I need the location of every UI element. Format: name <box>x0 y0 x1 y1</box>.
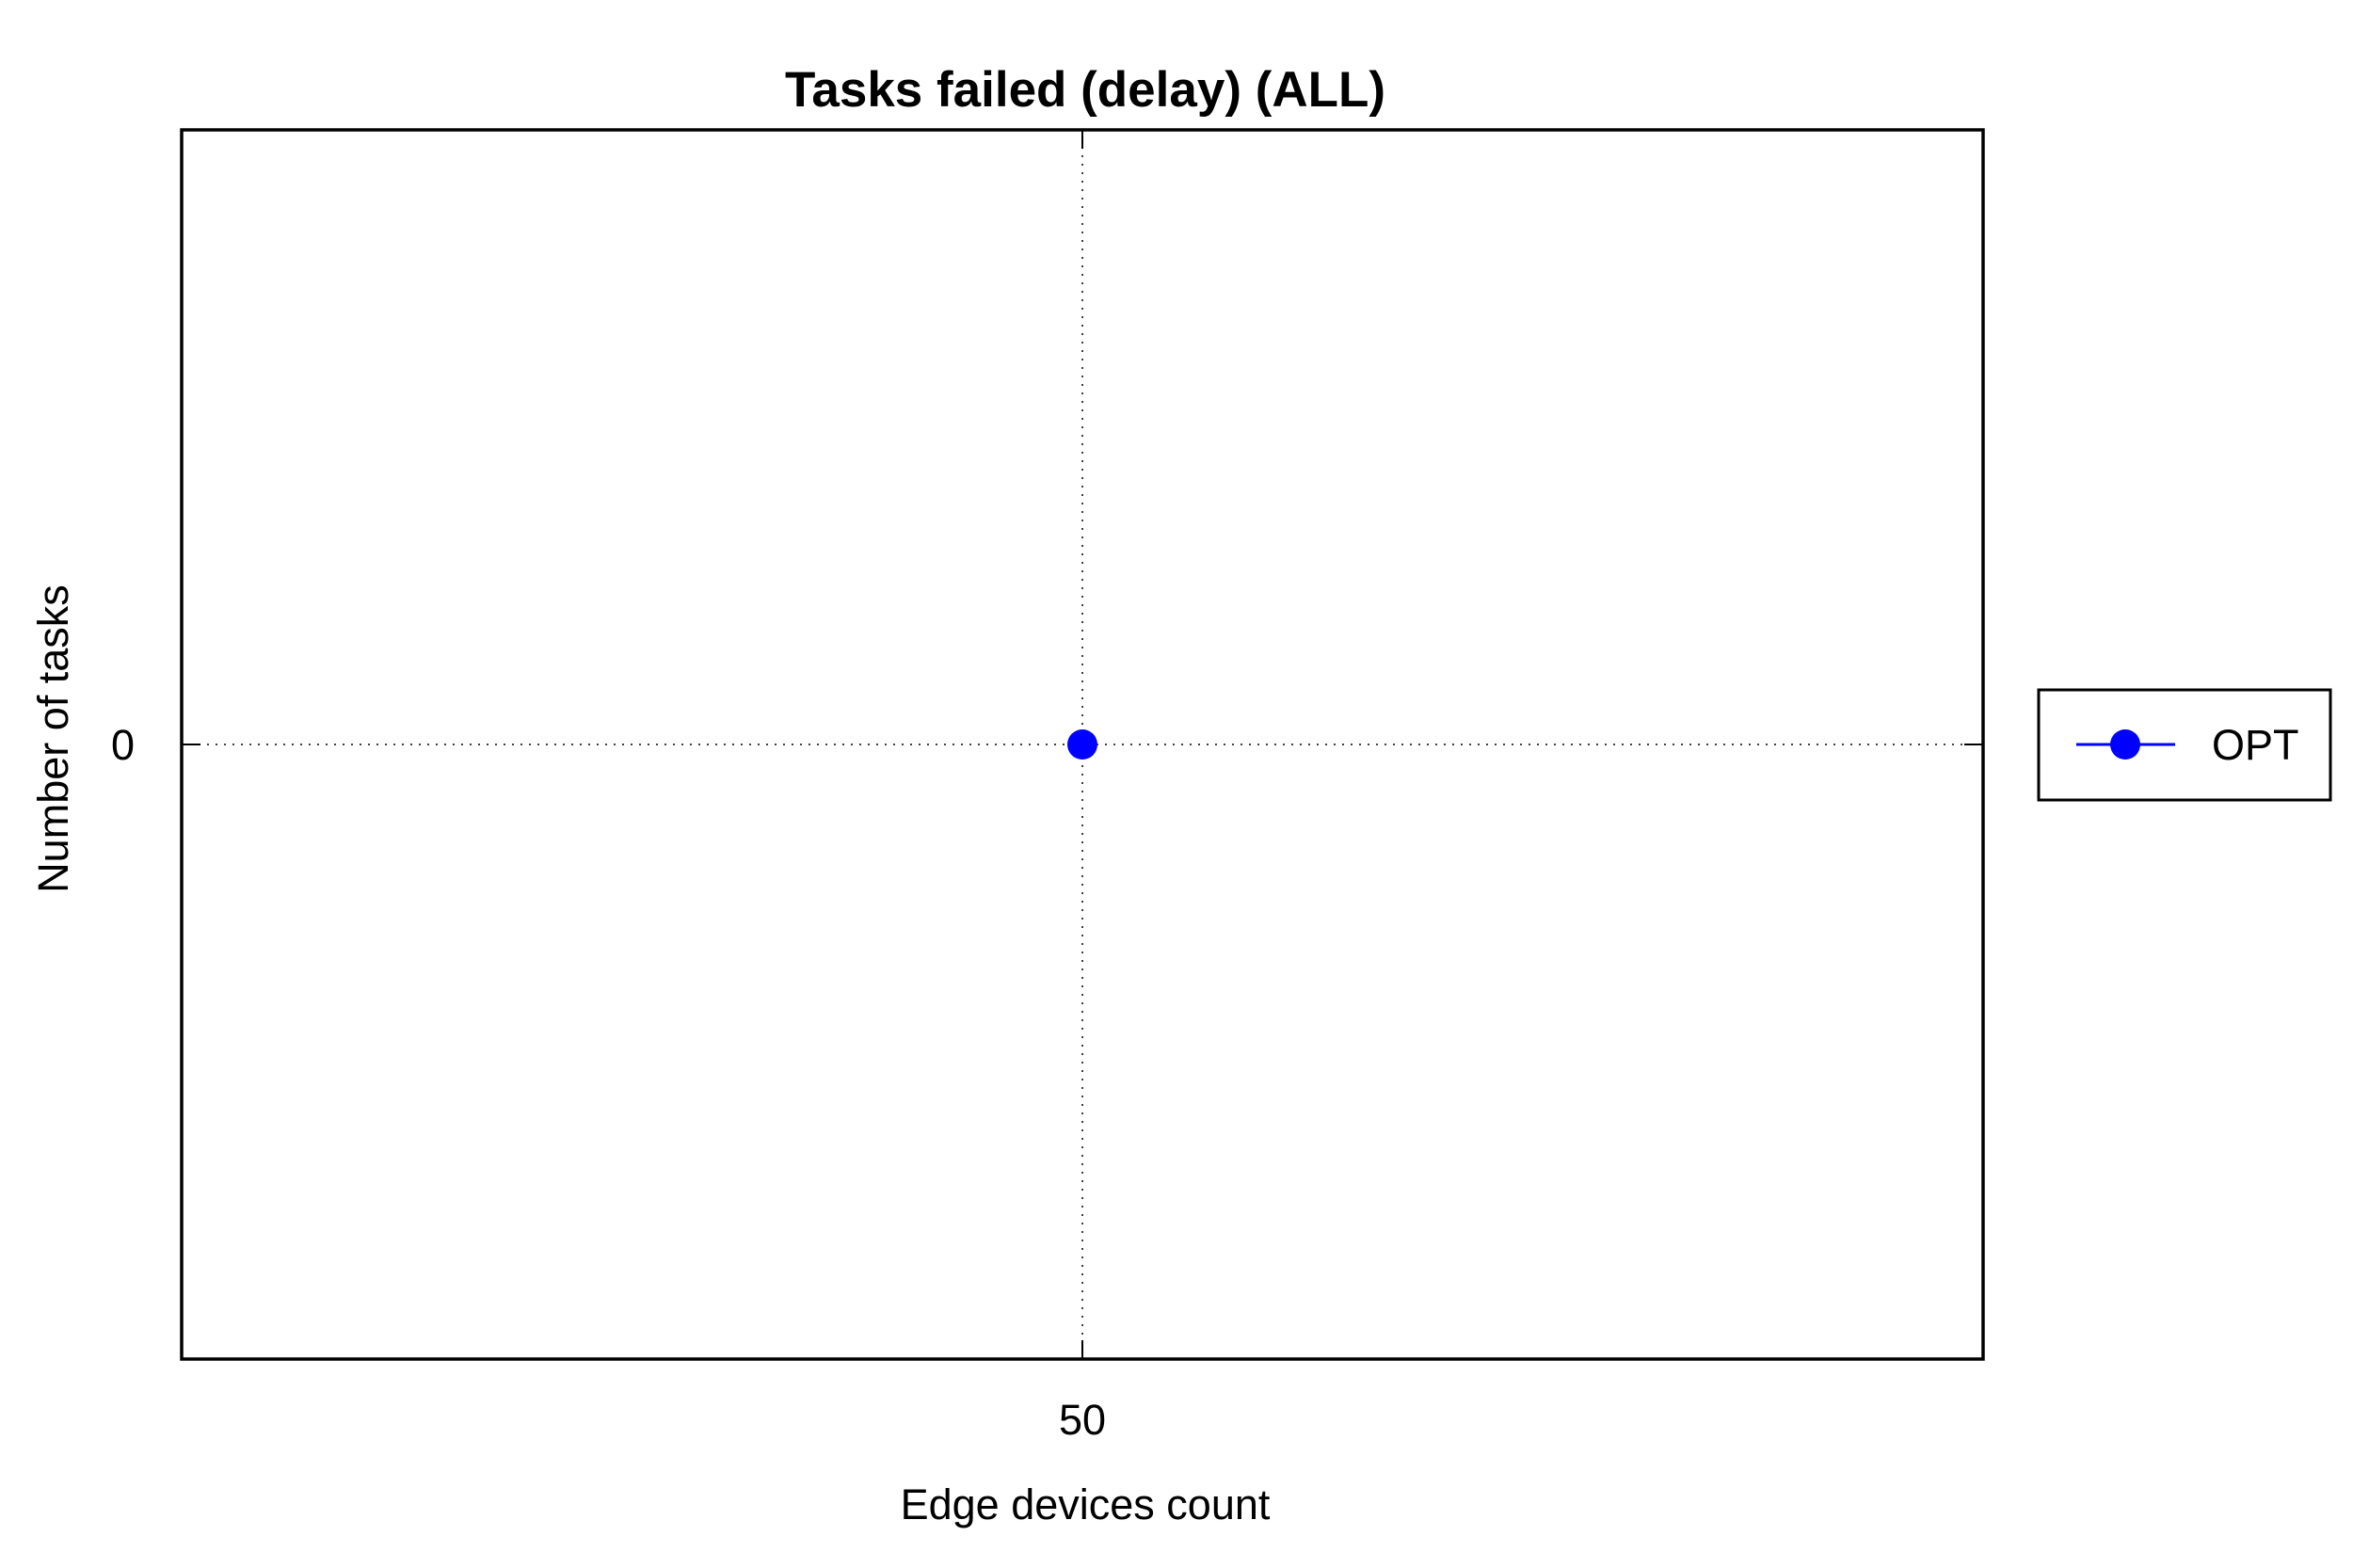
x-tick-label: 50 <box>1059 1396 1106 1444</box>
legend-label: OPT <box>2212 721 2299 769</box>
y-axis-label: Number of tasks <box>29 584 77 893</box>
legend-swatch-marker <box>2110 729 2140 760</box>
y-tick-label: 0 <box>111 721 135 769</box>
legend: OPT <box>2037 688 2332 802</box>
x-axis-label: Edge devices count <box>901 1480 1271 1528</box>
chart-title: Tasks failed (delay) (ALL) <box>785 62 1385 118</box>
series-layer <box>1067 729 1097 760</box>
axis-ticks <box>182 130 1983 1359</box>
series-opt <box>1067 729 1097 760</box>
tick-labels: 50 0 <box>111 721 1106 1444</box>
grid-lines <box>182 130 1983 1359</box>
data-point <box>1067 729 1097 760</box>
